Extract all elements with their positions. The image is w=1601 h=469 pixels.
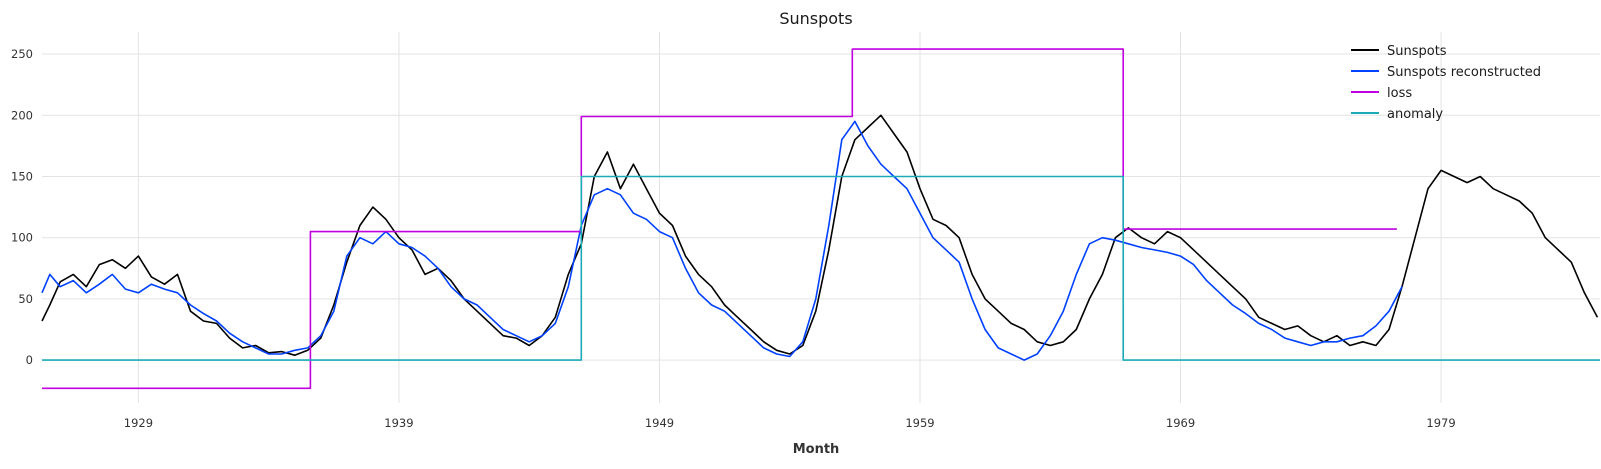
series-line-sunspots-reconstructed (41, 120, 1403, 361)
y-tick-label: 100 (11, 231, 33, 245)
legend-label: anomaly (1387, 107, 1443, 122)
legend-item-anomaly: anomaly (1351, 107, 1443, 122)
x-tick-label: 1929 (124, 416, 153, 430)
legend-label: Sunspots reconstructed (1387, 65, 1541, 80)
series-line-sunspots (41, 114, 1599, 356)
series-line-loss (42, 48, 1397, 390)
y-tick-label: 250 (11, 47, 33, 61)
legend-label: loss (1387, 86, 1412, 101)
x-axis-label: Month (793, 442, 840, 457)
x-tick-label: 1949 (645, 416, 674, 430)
legend: Sunspots Sunspots reconstructed loss anomal… (1351, 44, 1541, 122)
legend-label: Sunspots (1387, 44, 1447, 59)
grid (42, 32, 1600, 403)
y-tick-label: 200 (11, 108, 33, 122)
y-tick-label: 50 (18, 292, 33, 306)
x-tick-label: 1969 (1166, 416, 1195, 430)
y-tick-label: 150 (11, 169, 33, 183)
series-lines (41, 48, 1600, 390)
x-tick-label: 1939 (384, 416, 413, 430)
y-tick-label: 0 (26, 353, 33, 367)
chart-title: Sunspots (779, 9, 852, 28)
series-line-anomaly (42, 175, 1600, 361)
x-tick-label: 1979 (1426, 416, 1455, 430)
legend-item-loss: loss (1351, 86, 1412, 101)
x-tick-label: 1959 (905, 416, 934, 430)
axis-ticks: 0 50 100 150 200 250 1929 1939 1949 1959 1969 1979 (11, 47, 1456, 430)
legend-item-sunspots: Sunspots (1351, 44, 1447, 59)
legend-item-sunspots-reconstructed: Sunspots reconstructed (1351, 65, 1541, 80)
